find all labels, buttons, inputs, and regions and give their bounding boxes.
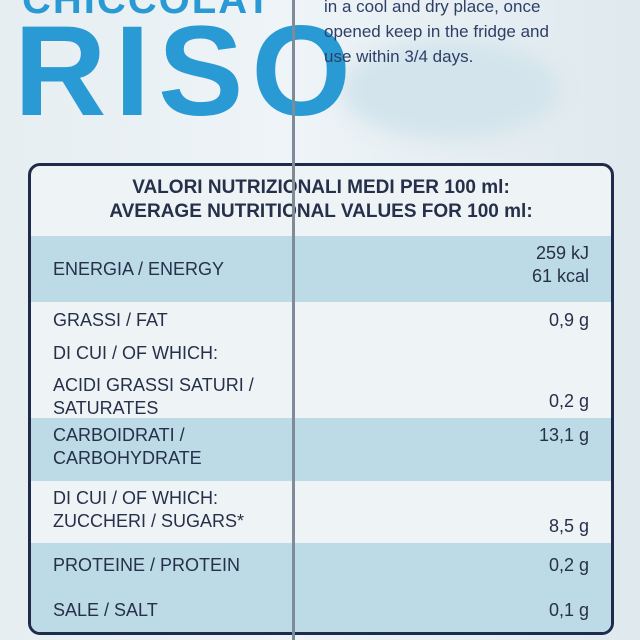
label-line: DI CUI / OF WHICH:	[53, 488, 218, 508]
label-line: CARBOHYDRATE	[53, 448, 202, 468]
row-label: DI CUI / OF WHICH: ZUCCHERI / SUGARS*	[53, 487, 244, 533]
row-label: CARBOIDRATI / CARBOHYDRATE	[53, 424, 202, 470]
table-row: CARBOIDRATI / CARBOHYDRATE 13,1 g	[31, 418, 611, 481]
nutrition-table: VALORI NUTRIZIONALI MEDI PER 100 ml: AVE…	[28, 163, 614, 635]
table-row: SALE / SALT 0,1 g	[31, 588, 611, 632]
row-label: SALE / SALT	[53, 599, 158, 622]
label-line: CARBOIDRATI /	[53, 425, 185, 445]
value-line: 0,1 g	[548, 599, 589, 620]
label-line: ENERGIA / ENERGY	[53, 258, 225, 279]
water-stain	[340, 40, 560, 140]
header-line: AVERAGE NUTRITIONAL VALUES FOR 100 ml:	[109, 201, 533, 222]
value-line: 0,9 g	[548, 309, 589, 330]
value-line: 259 kJ	[535, 243, 589, 263]
storage-text: in a cool and dry place, once opened kee…	[324, 0, 549, 69]
fold-line	[292, 0, 295, 640]
label-line: DI CUI / OF WHICH:	[53, 342, 218, 363]
label-line: PROTEINE / PROTEIN	[53, 555, 241, 575]
label-line: GRASSI / FAT	[53, 309, 168, 330]
row-value: 13,1 g	[539, 424, 589, 447]
row-label: PROTEINE / PROTEIN	[53, 554, 240, 577]
header-line: VALORI NUTRIZIONALI MEDI PER 100 ml:	[132, 177, 510, 198]
value-line: 0,2 g	[548, 555, 589, 575]
value-line: 13,1 g	[538, 425, 589, 445]
table-header: VALORI NUTRIZIONALI MEDI PER 100 ml: AVE…	[31, 166, 611, 224]
row-label: DI CUI / OF WHICH:	[53, 342, 218, 365]
row-label: ACIDI GRASSI SATURI / SATURATES	[53, 374, 254, 420]
row-label: GRASSI / FAT	[53, 309, 168, 332]
row-label: ENERGIA / ENERGY	[53, 258, 224, 281]
value-line: 8,5 g	[548, 516, 589, 536]
value-line: 0,2 g	[548, 391, 589, 411]
table-row: ACIDI GRASSI SATURI / SATURATES 0,2 g	[31, 368, 611, 418]
table-row: GRASSI / FAT 0,9 g	[31, 302, 611, 338]
row-value: 8,5 g	[549, 515, 589, 538]
table-row: DI CUI / OF WHICH: ZUCCHERI / SUGARS* 8,5 …	[31, 481, 611, 543]
product-name: RISO	[14, 0, 359, 143]
row-value: 0,2 g	[549, 554, 589, 577]
row-value: 0,1 g	[549, 599, 589, 622]
storage-line: in a cool and dry place, once	[324, 0, 541, 16]
label-line: ZUCCHERI / SUGARS*	[53, 511, 245, 531]
label-line: SATURATES	[53, 398, 159, 418]
storage-line: opened keep in the fridge and	[324, 22, 549, 41]
table-row: PROTEINE / PROTEIN 0,2 g	[31, 543, 611, 588]
label-line: SALE / SALT	[53, 599, 158, 620]
brand: CHICCOLAT	[22, 0, 273, 22]
row-value: 0,9 g	[549, 309, 589, 332]
table-row: DI CUI / OF WHICH:	[31, 338, 611, 368]
label-line: ACIDI GRASSI SATURI /	[53, 375, 254, 395]
table-row: ENERGIA / ENERGY 259 kJ 61 kcal	[31, 236, 611, 302]
value-line: 61 kcal	[531, 266, 589, 286]
row-value: 0,2 g	[549, 390, 589, 413]
row-value: 259 kJ 61 kcal	[532, 242, 589, 288]
storage-line: use within 3/4 days.	[324, 47, 474, 66]
